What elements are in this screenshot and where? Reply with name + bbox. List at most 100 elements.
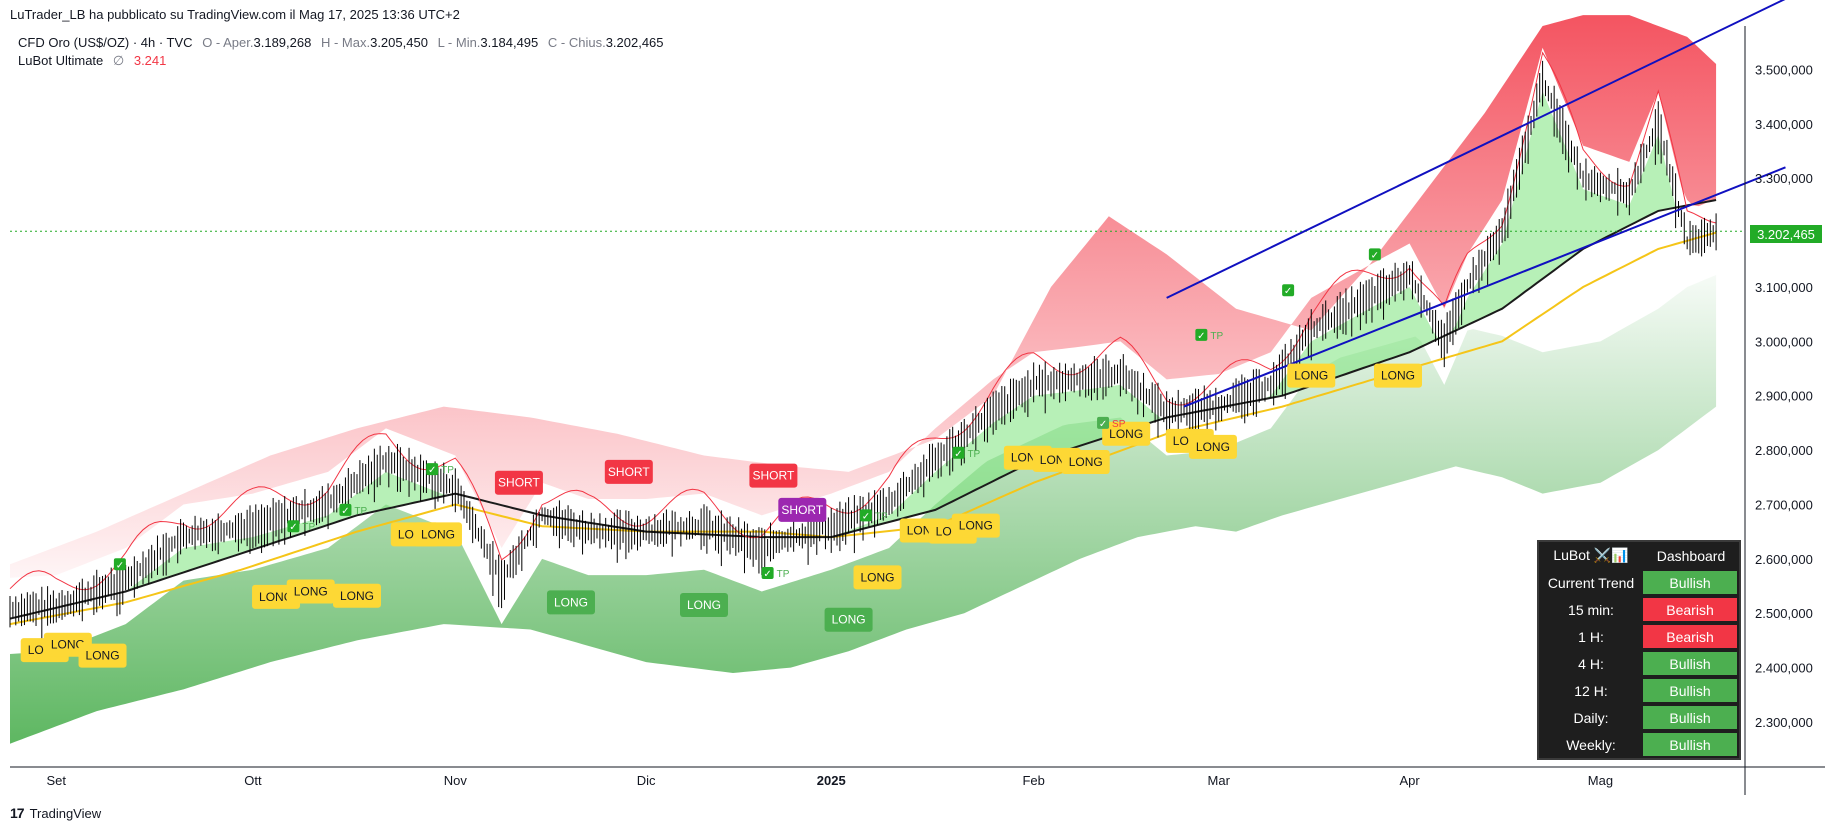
signal-badge-text: LONG [1109,427,1143,441]
signal-badge-bg [951,513,1000,538]
publish-line: LuTrader_LB ha pubblicato su TradingView… [10,7,460,22]
tradingview-brand[interactable]: TradingView [29,805,102,821]
x-tick-label: 2025 [817,773,846,788]
check-icon [339,503,352,516]
tp-label: TP [875,511,888,522]
signal-badge-bg [1374,363,1422,388]
signal-long-badge[interactable]: LONG [1188,434,1237,459]
signal-badge-text: LONG [860,570,894,584]
dashboard-row-label: Daily: [1573,709,1609,726]
check-icon [426,463,439,476]
signal-long-badge[interactable]: LONG [1287,363,1336,388]
tp-mark: ✓ TP [339,503,368,517]
signal-badge-bg [413,522,462,547]
signal-badge-text: LONG [959,519,993,533]
signal-long-badge[interactable]: LONG [333,583,381,608]
tp-mark: ✓ [1282,284,1295,297]
signal-badge-text: SHORT [753,469,795,483]
tp-mark: ✓ TP [287,520,315,533]
signal-badge-bg [749,463,798,488]
signal-long-badge[interactable]: LONG [286,579,335,604]
signal-long-badge[interactable]: LONG [680,593,728,618]
signal-long-badge[interactable]: LONG [1102,421,1151,446]
check-icon [952,446,965,459]
x-tick-label: Set [47,773,67,788]
y-tick-label: 2.400,000 [1755,661,1813,676]
dashboard-row: Weekly: Bullish [1539,731,1739,758]
y-tick-label: 2.500,000 [1755,606,1813,621]
signal-badge-bg [680,593,728,618]
open-label: O - Aper. [202,35,254,50]
tp-label: TP [441,465,454,476]
signal-badge-text: LONG [687,598,721,612]
dashboard-row-status: Bearish [1643,625,1737,648]
channel-lower-line[interactable] [1183,166,1786,408]
signal-badge-bg [1061,450,1110,475]
y-tick-label: 3.300,000 [1755,171,1813,186]
check-icon [287,520,300,533]
signal-long-badge[interactable]: LONG [546,590,595,615]
signal-badge-text: LONG [86,649,120,663]
indicator-name[interactable]: LuBot Ultimate [18,53,104,68]
close-label: C - Chius. [547,35,606,50]
symbol-label[interactable]: CFD Oro (US$/OZ) · 4h · TVC [18,35,193,50]
signal-short-badge[interactable]: SHORT [778,497,827,522]
x-tick-label: Mag [1588,773,1613,788]
check-glyph: ✓ [1284,286,1292,297]
dashboard-row: 12 H: Bullish [1539,677,1739,704]
signal-long-badge[interactable]: LONG [951,513,1000,538]
x-tick-label: Nov [444,773,468,788]
check-glyph: ✓ [289,522,297,533]
check-glyph: ✓ [954,449,962,460]
signal-long-badge[interactable]: LONG [413,522,462,547]
tp-mark: ✓ SP [1097,416,1126,430]
check-glyph: ✓ [428,465,436,476]
dashboard-row: Current Trend Bullish [1539,569,1739,596]
check-icon [1282,284,1295,297]
signal-long-badge[interactable]: LONG [824,607,873,632]
signal-badge-bg [1102,421,1151,446]
signal-short-badge[interactable]: SHORT [749,463,798,488]
signal-badge-bg [78,643,127,668]
signal-badge-text: LONG [1381,369,1415,383]
signal-badge-bg [853,565,902,590]
dashboard-title-right: Dashboard [1656,547,1726,564]
dashboard-title-left: LuBot ⚔️📊 [1553,547,1629,563]
signal-badge-text: LONG [1069,455,1103,469]
signal-short-badge[interactable]: SHORT [604,459,653,484]
tp-label: TP [1210,331,1223,342]
signal-long-badge[interactable]: LONG [78,643,127,668]
open-value: 3.189,268 [253,35,312,50]
last-price-tag: 3.202,465 [1750,225,1822,243]
dashboard-row: 4 H: Bullish [1539,650,1739,677]
signal-badge-text: LONG [294,584,328,598]
signal-short-badge[interactable]: SHORT [494,470,543,495]
check-icon [859,509,872,522]
signal-badge-bg [286,579,335,604]
dashboard-row-label: 12 H: [1574,682,1608,699]
dashboard-row: 15 min: Bearish [1539,596,1739,623]
low-label: L - Min. [437,35,481,50]
signals-layer: LONGLONGLONGLONGLONGLONGLONGLONGSHORTSHO… [20,248,1422,668]
signal-badge-text: LONG [554,595,588,609]
signal-badge-bg [778,497,827,522]
signal-long-badge[interactable]: LONG [853,565,902,590]
legend: CFD Oro (US$/OZ) · 4h · TVC O - Aper.3.1… [18,34,664,70]
signal-badge-bg [333,583,381,608]
y-tick-label: 2.700,000 [1755,497,1813,512]
signal-long-badge[interactable]: LONG [1061,450,1110,475]
signal-long-badge[interactable]: LONG [1374,363,1422,388]
signal-badge-text: LONG [51,638,85,652]
channel-upper-line[interactable] [1166,0,1786,299]
dashboard-row: 1 H: Bearish [1539,623,1739,650]
trend-fill [10,91,1717,619]
dashboard-row-status: Bearish [1643,598,1737,621]
dashboard-row-status: Bullish [1643,679,1737,702]
y-tick-label: 2.300,000 [1755,715,1813,730]
signal-badge-text: SHORT [608,465,650,479]
signal-badge-bg [824,607,873,632]
tp-mark: ✓ TP [952,446,981,460]
tradingview-logo-icon[interactable]: 17 [10,805,25,821]
tp-mark: ✓ TP [761,566,790,580]
